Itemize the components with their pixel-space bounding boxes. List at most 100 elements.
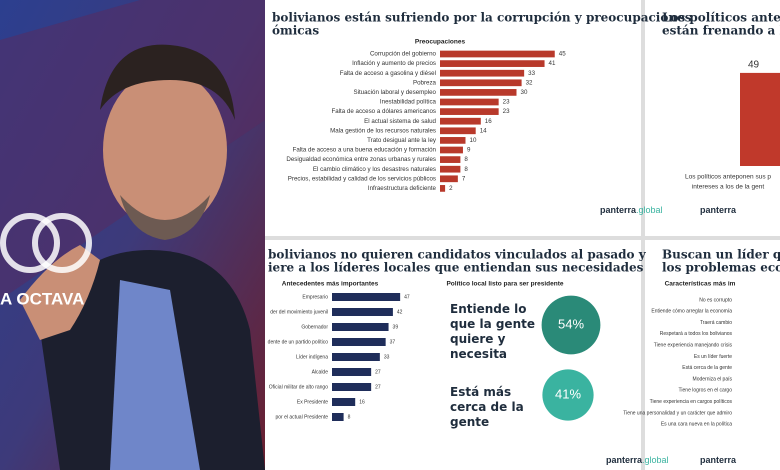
value-label: 32 [526,79,533,86]
category-label: El cambio climático y los desastres natu… [313,166,436,173]
bar [440,69,525,77]
brand: panterra [700,455,737,465]
category-label: Moderniza el país [693,376,733,382]
caption: intereses a los de la gent [692,184,764,191]
bar [332,398,356,406]
brand-suffix: .global [642,455,669,465]
category-label: No es corrupto [699,297,732,303]
category-label: Líder indígena [296,354,328,360]
brand-name: panterra [700,205,737,215]
photo [0,0,265,470]
value-label: 27 [375,369,381,375]
category-label: El actual sistema de salud [364,118,436,125]
slide-title: los problemas económ [662,261,780,275]
slide-title: bolivianos no quieren candidatos vincula… [268,248,647,262]
value-label: 33 [384,354,390,360]
category-label: Empresario [302,294,328,300]
brand: panterra.global [600,205,663,215]
brand-name: panterra [606,455,643,465]
value-label: 9 [467,147,471,154]
value-label: 54% [558,316,584,331]
value-label: 2 [449,185,453,192]
category-label: Tiene una personalidad y un carácter que… [623,410,732,416]
category-label: Pobreza [413,79,437,86]
category-label: Corrupción del gobierno [370,51,437,58]
slide-title: Buscan un líder que p [662,248,780,262]
value-label: 8 [348,414,351,420]
value-label: 8 [464,166,468,173]
value-label: 47 [404,294,410,300]
bar [332,368,372,376]
chart-subtitle: Características más im [665,281,736,288]
bar [440,79,522,87]
slide-title: están frenando a la ge [662,24,780,38]
category-label: der del movimiento juvenil [270,309,328,315]
brand-suffix: .global [636,205,663,215]
value-label: 7 [462,175,466,182]
bar [332,308,393,316]
slide-title: iere a los líderes locales que entiendan… [268,261,644,275]
chart-subtitle: Preocupaciones [415,39,466,46]
category-label: por el actual Presidente [275,414,328,420]
category-label: Oficial militar de alto rango [269,384,328,390]
category-label: Falta de acceso a una buena educación y … [293,147,437,154]
category-label: Falta de acceso a gasolina y diésel [340,70,436,77]
value-label: 45 [559,51,566,58]
category-label: Inestabilidad política [380,99,437,106]
bar [332,383,372,391]
value-label: 23 [503,99,510,106]
bar [440,60,545,67]
value-label: 14 [480,127,487,134]
category-label: Entiende cómo arreglar la economía [651,309,732,315]
bar [740,72,780,166]
bar [440,165,461,173]
bar [440,127,476,135]
category-label: Situación laboral y desempleo [353,89,436,96]
bar [440,156,461,163]
bar [440,89,517,96]
bar [440,137,466,144]
category-label: Respetará a todos los bolivianos [660,331,733,337]
slide-title: ómicas [272,24,319,38]
category-label: Tiene experiencia manejando crisis [654,343,733,349]
chart-subtitle: Antecedentes más importantes [282,281,379,288]
category-label: dente de un partido político [268,339,329,345]
bar [440,117,481,125]
bar [332,338,386,346]
category-label: Mala gestión de los recursos naturales [330,127,436,134]
bar [440,185,446,192]
brand: panterra.global [606,455,669,465]
category-label: Falta de acceso a dólares americanos [331,108,436,115]
category-label: Tiene experiencia en cargos políticos [650,399,733,405]
value-label: 8 [464,156,468,163]
bar [332,353,380,361]
value-circle [542,369,594,421]
slide-title: Los políticos anteponen [662,11,780,25]
value-label: 41% [555,386,581,401]
slide-title: bolivianos están sufriendo por la corrup… [272,11,692,25]
statement: Entiende lo que la gente quiere y necesi… [450,302,535,361]
category-label: Desigualdad económica entre zonas urbana… [286,156,436,163]
brand: panterra [700,205,737,215]
category-label: Está cerca de la gente [682,365,732,371]
category-label: Tiene logros en el cargo [679,388,733,394]
value-label: 30 [521,89,528,96]
value-label: 49 [748,60,760,71]
logo: A OCTAVA [0,213,92,308]
category-label: Infraestructura deficiente [368,185,437,192]
value-label: 16 [485,118,492,125]
value-label: 10 [470,137,477,144]
brand-name: panterra [600,205,637,215]
bar [332,323,389,331]
category-label: Inflación y aumento de precios [352,60,436,67]
value-circle [541,295,601,355]
value-label: 27 [375,384,381,390]
category-label: Trato desigual ante la ley [367,137,437,144]
value-label: 23 [503,108,510,115]
category-label: Precios, estabilidad y calidad de los se… [288,175,436,182]
category-label: Traerá cambio [700,320,732,326]
category-label: Gobernador [301,324,328,330]
value-label: 41 [549,60,556,67]
statement: Está más cerca de la gente [450,385,524,429]
